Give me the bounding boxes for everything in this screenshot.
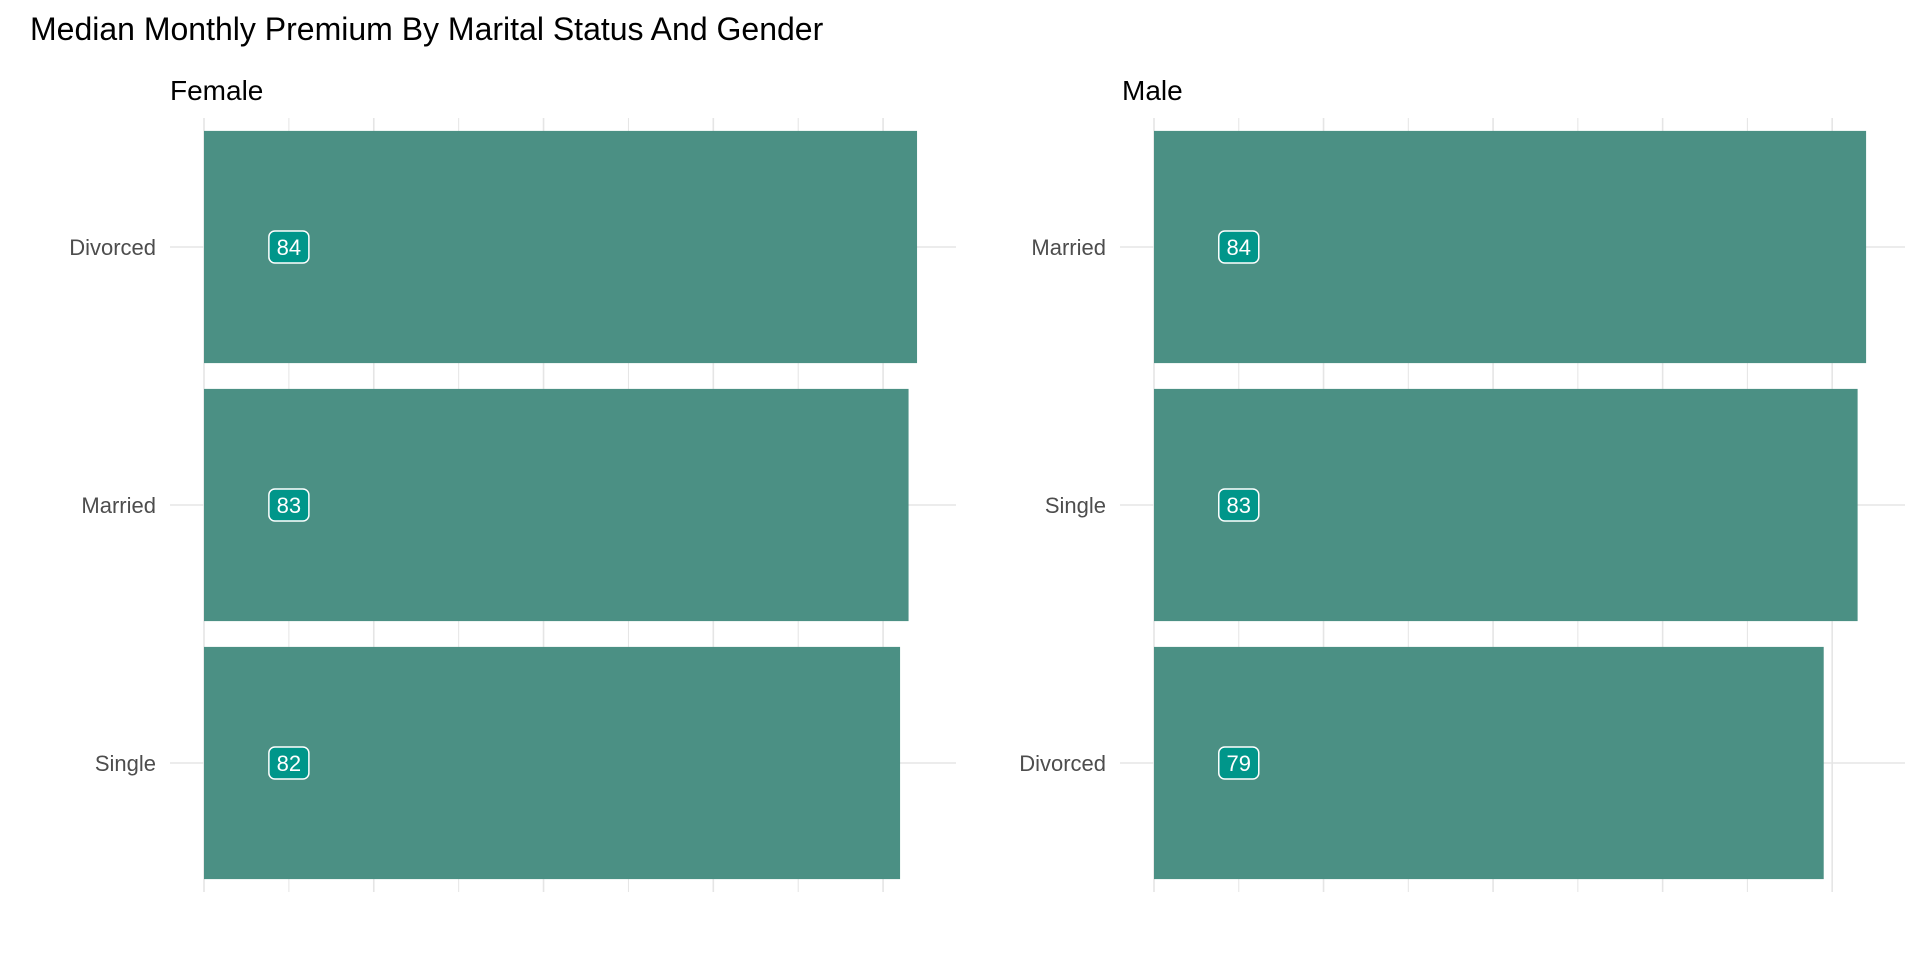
data-label-text: 79	[1227, 751, 1251, 776]
y-tick-label: Single	[1045, 493, 1106, 518]
data-label: 79	[1218, 746, 1260, 780]
y-tick-label: Married	[1031, 235, 1106, 260]
data-label: 84	[268, 230, 310, 264]
data-label-box	[1218, 488, 1260, 522]
y-tick-label: Divorced	[1019, 751, 1106, 776]
bar	[204, 388, 909, 622]
bar	[1154, 388, 1858, 622]
panel-title-male: Male	[1122, 75, 1183, 106]
bar	[1154, 646, 1824, 880]
bar	[204, 646, 901, 880]
data-label-text: 84	[1227, 235, 1251, 260]
data-label-box	[268, 230, 310, 264]
data-label: 83	[1218, 488, 1260, 522]
data-label-box	[268, 488, 310, 522]
y-tick-label: Single	[95, 751, 156, 776]
data-label-text: 82	[277, 751, 301, 776]
y-tick-label: Married	[81, 493, 156, 518]
panel-male: Male Married Single Divorced 84 83 79	[1019, 75, 1905, 892]
panel-female: Female Divorced Married Single 84 83 82	[69, 75, 956, 892]
bar	[204, 130, 918, 364]
data-label-box	[268, 746, 310, 780]
panel-female-data-labels: 84 83 82	[268, 230, 310, 780]
panel-female-bars	[204, 130, 918, 880]
data-label-text: 83	[277, 493, 301, 518]
panel-male-data-labels: 84 83 79	[1218, 230, 1260, 780]
data-label: 83	[268, 488, 310, 522]
panel-male-bars	[1154, 130, 1867, 880]
panel-male-y-ticks: Married Single Divorced	[1019, 235, 1106, 776]
chart-title: Median Monthly Premium By Marital Status…	[30, 11, 824, 47]
panel-female-y-ticks: Divorced Married Single	[69, 235, 156, 776]
data-label-text: 84	[277, 235, 301, 260]
data-label: 84	[1218, 230, 1260, 264]
data-label-box	[1218, 746, 1260, 780]
data-label-text: 83	[1227, 493, 1251, 518]
panel-title-female: Female	[170, 75, 263, 106]
y-tick-label: Divorced	[69, 235, 156, 260]
data-label: 82	[268, 746, 310, 780]
bar	[1154, 130, 1867, 364]
data-label-box	[1218, 230, 1260, 264]
